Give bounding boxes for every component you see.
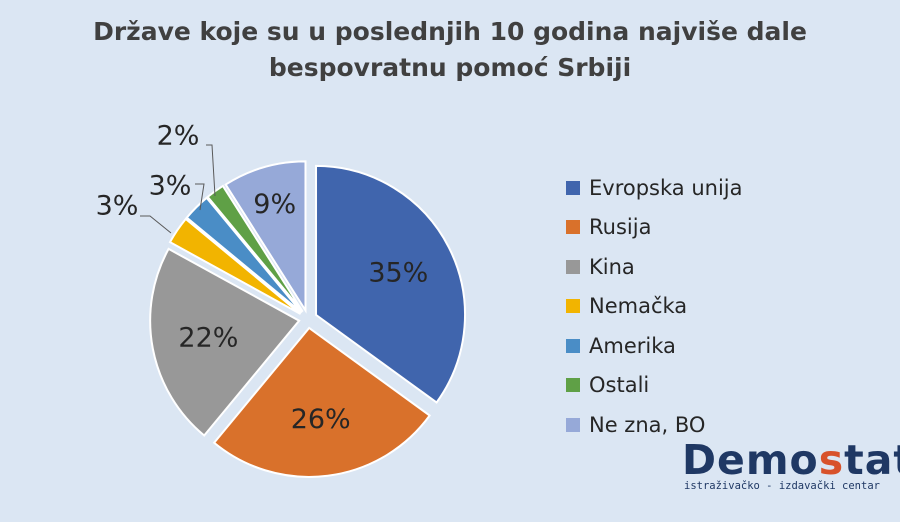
legend-item-amerika: Amerika [566,326,742,366]
legend-item-evropska-unija: Evropska unija [566,168,742,208]
leader-line-nemacka [140,215,172,234]
pie-slice-amerika [185,196,303,314]
legend-item-ne-zna-bo: Ne zna, BO [566,405,742,445]
chart-title-line-2: bespovratnu pomoć Srbiji [268,53,632,82]
data-label-evropska-unija: 35% [368,257,428,288]
legend-swatch [566,378,580,393]
pie-slices [149,160,466,478]
pie-slice-rusija [212,326,432,478]
pie-slice-kina [149,247,301,437]
legend-label: Ostali [589,373,650,398]
legend-label: Ne zna, BO [589,412,706,437]
logo-word-part2: tat [844,436,900,484]
legend-swatch [566,220,580,235]
leader-line-ostali [206,144,216,197]
legend-label: Amerika [589,333,676,358]
legend-label: Evropska unija [589,175,743,200]
legend-label: Rusija [589,215,652,240]
legend-label: Nemačka [589,294,688,319]
data-labels: 35% 26% 22% 3% 3% 2% 9% [96,121,429,436]
legend-swatch [566,180,580,195]
data-label-rusija: 26% [291,404,351,435]
demostat-logo: Demostat istraživačko - izdavački centar [682,436,900,492]
legend-item-rusija: Rusija [566,208,742,248]
leader-line-amerika [195,183,205,211]
data-label-ne-zna-bo: 9% [253,189,296,220]
logo-tagline: istraživačko - izdavački centar [684,480,880,492]
pie-slice-ne-zna-bo [224,160,307,314]
legend-swatch [566,259,580,274]
pie-slice-nemacka [168,217,302,315]
chart-title-line-1: Države koje su u poslednjih 10 godina na… [93,17,807,46]
logo-word-accent: s [818,436,845,484]
logo-word-part1: Demo [682,436,819,484]
logo-wordmark: Demostat [682,436,900,484]
legend-label: Kina [589,254,635,279]
legend-item-ostali: Ostali [566,366,742,406]
leader-lines [140,144,216,234]
chart-title: Države koje su u poslednjih 10 godina na… [0,14,900,86]
data-label-nemacka: 3% [96,191,139,222]
legend-swatch [566,417,580,432]
legend: Evropska unija Rusija Kina Nemačka Amerika Os… [566,168,742,445]
legend-swatch [566,338,580,353]
legend-item-kina: Kina [566,247,742,287]
data-label-ostali: 2% [157,121,200,152]
data-label-amerika: 3% [149,171,192,202]
data-label-kina: 22% [178,322,238,353]
legend-swatch [566,299,580,314]
pie-slice-evropska-unija [315,164,466,404]
legend-item-nemacka: Nemačka [566,287,742,327]
